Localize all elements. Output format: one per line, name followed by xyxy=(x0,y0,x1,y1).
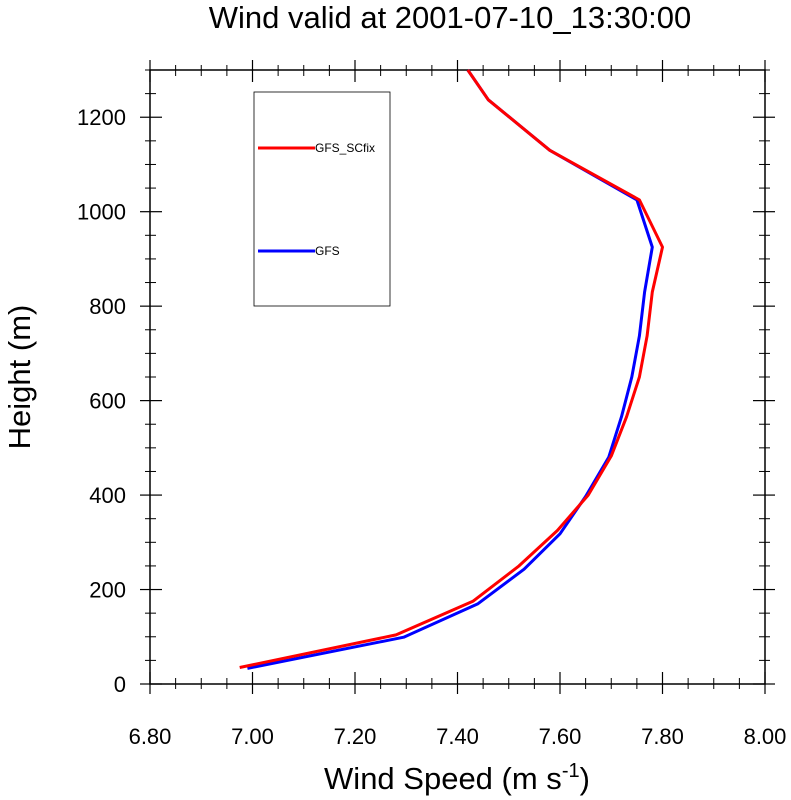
x-tick-label: 7.00 xyxy=(231,724,274,749)
x-tick-label: 8.00 xyxy=(744,724,787,749)
y-tick-label: 1000 xyxy=(77,200,126,225)
y-tick-label: 600 xyxy=(89,389,126,414)
x-tick-label: 7.80 xyxy=(641,724,684,749)
legend-box xyxy=(253,91,391,307)
x-tick-label: 6.80 xyxy=(129,724,172,749)
series-line-gfs-scfix xyxy=(239,69,664,669)
y-tick-label: 800 xyxy=(89,294,126,319)
y-tick-label: 1200 xyxy=(77,105,126,130)
x-tick-label: 7.60 xyxy=(539,724,582,749)
axis-ticks: 6.80 7.00 7.20 7.40 7.60 7.80 8.00 0 200 400 600 80… xyxy=(77,60,786,749)
plot-frame xyxy=(149,69,766,685)
chart-title: Wind valid at 2001-07-10_13:30:00 xyxy=(209,0,692,35)
legend-label-gfs: GFS xyxy=(315,244,340,258)
data-lines xyxy=(239,69,664,670)
x-tick-label: 7.20 xyxy=(334,724,377,749)
y-tick-label: 400 xyxy=(89,483,126,508)
legend: GFS_SCfix GFS xyxy=(253,91,391,307)
x-tick-label: 7.40 xyxy=(436,724,479,749)
legend-label-gfs-scfix: GFS_SCfix xyxy=(315,141,375,155)
y-axis-label: Height (m) xyxy=(2,305,37,450)
y-tick-label: 200 xyxy=(89,578,126,603)
x-axis-label: Wind Speed (m s-1) xyxy=(324,760,590,796)
y-tick-label: 0 xyxy=(114,672,126,697)
